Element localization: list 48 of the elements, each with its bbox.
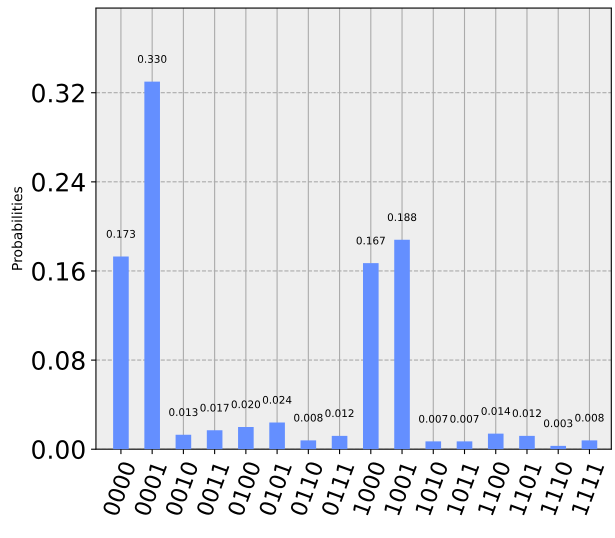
x-tick-label: 1110 (540, 460, 574, 516)
bar (206, 430, 222, 450)
x-tick-label: 1111 (571, 461, 604, 516)
bar (300, 440, 316, 450)
data-label: 0.017 (200, 404, 229, 412)
data-label: 0.012 (512, 409, 541, 418)
x-tick-label: 1100 (477, 460, 511, 516)
data-label: 0.024 (262, 396, 292, 404)
y-tick-label: 0.24 (32, 172, 85, 192)
data-label: 0.330 (138, 55, 166, 63)
data-label: 0.012 (325, 409, 354, 418)
bar (519, 436, 535, 450)
data-label: 0.007 (450, 414, 479, 423)
y-axis-title: Probabilities (12, 186, 22, 270)
x-tick-label: 1001 (383, 461, 418, 516)
x-tick-label: 0111 (320, 461, 355, 517)
data-label: 0.008 (294, 414, 323, 422)
bar (332, 436, 348, 450)
y-tick-label: 0.32 (32, 84, 84, 103)
x-tick-label: 1101 (508, 461, 542, 516)
x-tick-label: 1011 (446, 461, 480, 516)
x-tick-label: 0001 (133, 461, 168, 517)
bar (362, 263, 379, 450)
y-tick-label: 0.08 (32, 351, 85, 370)
bar (456, 441, 472, 450)
y-tick-label: 0.00 (32, 440, 85, 460)
bar (488, 434, 504, 450)
data-label: 0.173 (106, 230, 136, 238)
data-label: 0.014 (482, 407, 510, 415)
bar (394, 240, 410, 450)
bar (269, 422, 285, 450)
y-tick-label: 0.16 (32, 262, 85, 281)
data-label: 0.020 (232, 400, 260, 408)
x-tick-label: 1010 (414, 460, 448, 516)
data-label: 0.003 (544, 419, 572, 428)
bar (176, 434, 192, 450)
x-tick-label: 0011 (196, 461, 230, 517)
bar (425, 441, 442, 450)
data-label: 0.008 (575, 414, 604, 422)
data-label: 0.188 (388, 213, 416, 222)
bar (582, 440, 598, 450)
bar (238, 426, 254, 450)
x-tick-label: 0101 (258, 461, 292, 517)
bar (113, 256, 129, 450)
data-label: 0.007 (419, 414, 448, 423)
data-label: 0.013 (169, 408, 198, 416)
data-label: 0.167 (356, 236, 385, 244)
bar (144, 82, 160, 450)
